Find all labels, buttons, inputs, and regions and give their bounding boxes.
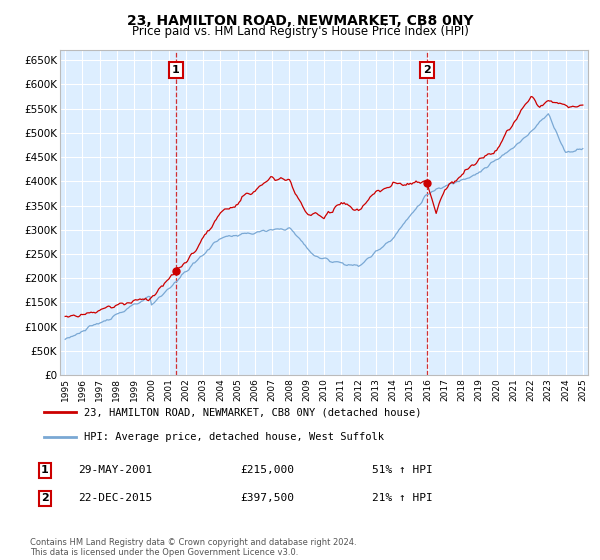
Text: £397,500: £397,500 bbox=[240, 493, 294, 503]
Text: 23, HAMILTON ROAD, NEWMARKET, CB8 0NY (detached house): 23, HAMILTON ROAD, NEWMARKET, CB8 0NY (d… bbox=[84, 408, 421, 418]
Text: 2: 2 bbox=[423, 65, 431, 75]
Text: 21% ↑ HPI: 21% ↑ HPI bbox=[372, 493, 433, 503]
Text: 2: 2 bbox=[41, 493, 49, 503]
Text: 51% ↑ HPI: 51% ↑ HPI bbox=[372, 465, 433, 475]
Text: 23, HAMILTON ROAD, NEWMARKET, CB8 0NY: 23, HAMILTON ROAD, NEWMARKET, CB8 0NY bbox=[127, 14, 473, 28]
Text: Price paid vs. HM Land Registry's House Price Index (HPI): Price paid vs. HM Land Registry's House … bbox=[131, 25, 469, 38]
Text: HPI: Average price, detached house, West Suffolk: HPI: Average price, detached house, West… bbox=[84, 432, 384, 442]
Text: £215,000: £215,000 bbox=[240, 465, 294, 475]
Text: Contains HM Land Registry data © Crown copyright and database right 2024.
This d: Contains HM Land Registry data © Crown c… bbox=[30, 538, 356, 557]
Text: 22-DEC-2015: 22-DEC-2015 bbox=[78, 493, 152, 503]
Text: 1: 1 bbox=[41, 465, 49, 475]
Text: 29-MAY-2001: 29-MAY-2001 bbox=[78, 465, 152, 475]
Text: 1: 1 bbox=[172, 65, 180, 75]
